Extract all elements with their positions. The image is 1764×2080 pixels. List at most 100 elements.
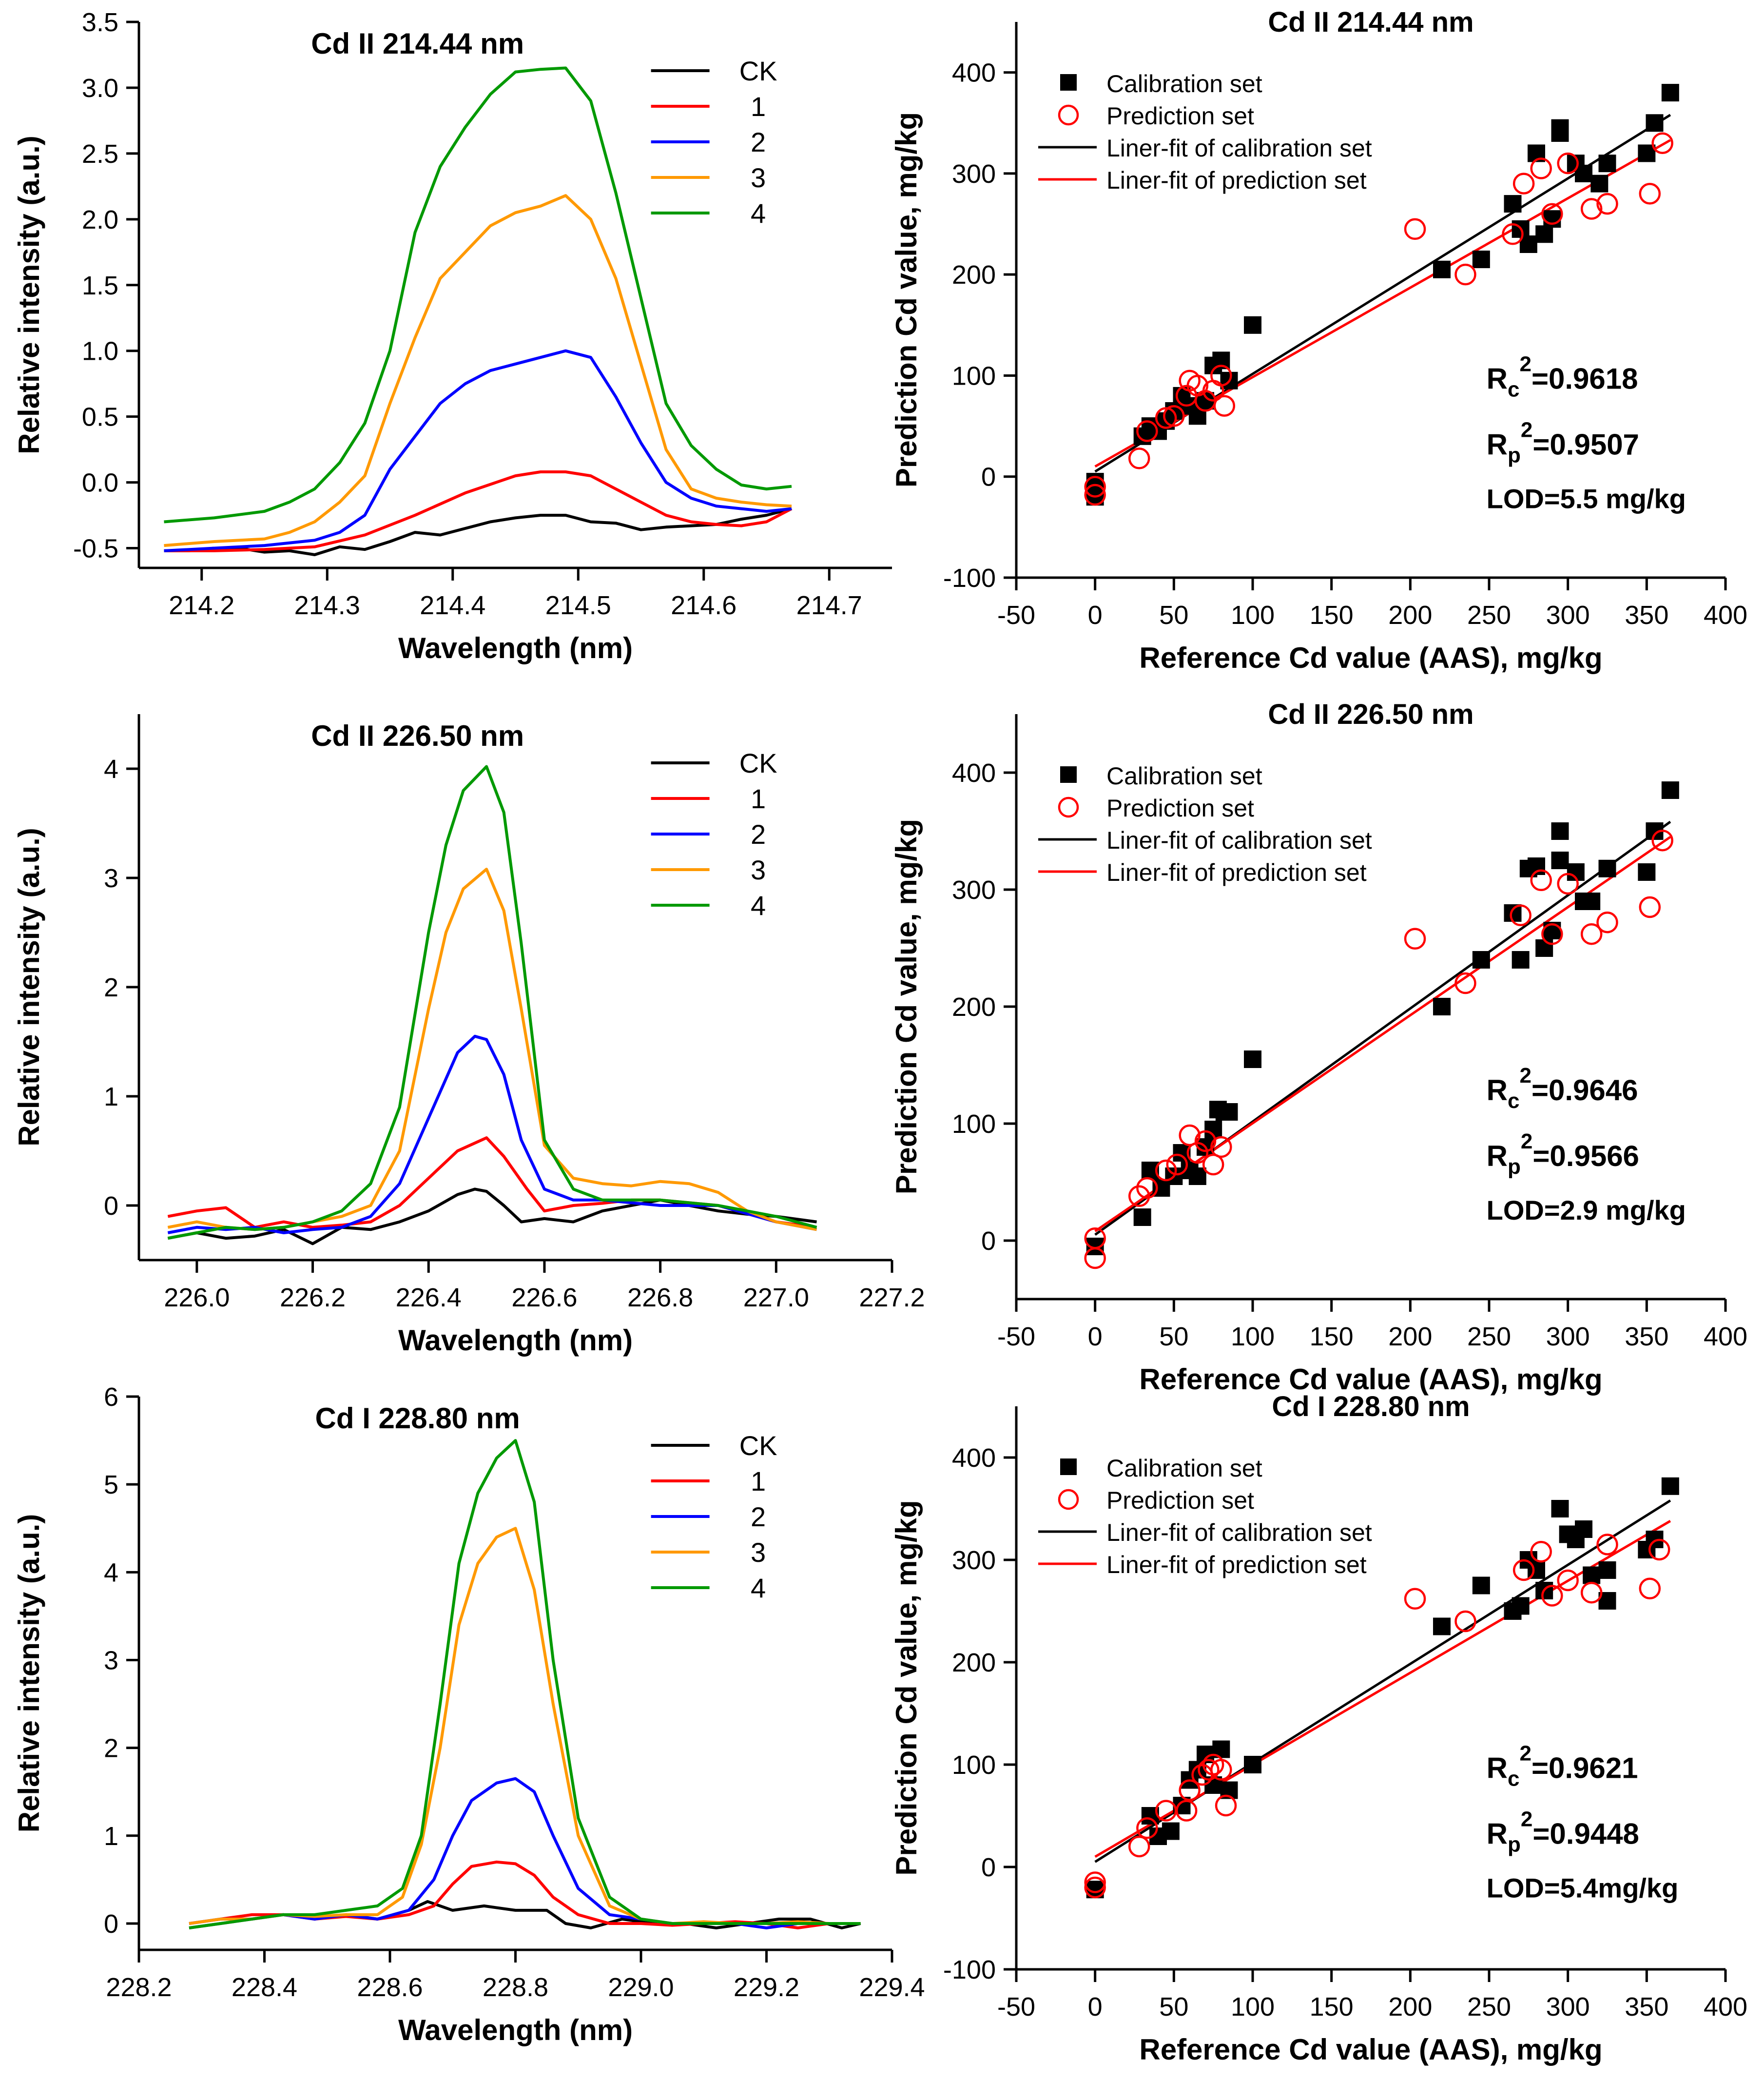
prediction-point <box>1198 1759 1220 1781</box>
legend-label: 1 <box>751 1466 766 1497</box>
x-tick-label: 228.6 <box>357 1973 423 2002</box>
y-tick-label: 2.0 <box>82 205 118 234</box>
y-tick-label: 5 <box>104 1470 118 1499</box>
y-tick-label: 1.5 <box>82 271 118 300</box>
x-tick-label: 50 <box>1159 601 1188 630</box>
calibration-point <box>1244 316 1261 334</box>
legend-label: Calibration set <box>1106 1455 1262 1482</box>
y-tick-label: 100 <box>952 1750 996 1780</box>
x-tick-label: -50 <box>997 1322 1035 1351</box>
prediction-point <box>1213 395 1236 417</box>
prediction-point <box>1557 873 1579 895</box>
x-tick-label: 350 <box>1625 1992 1668 2022</box>
series-line-3 <box>164 194 792 547</box>
x-tick-label: 229.2 <box>734 1973 799 2002</box>
x-axis-label: Reference Cd value (AAS), mg/kg <box>1139 641 1602 674</box>
prediction-point <box>1155 1159 1177 1182</box>
legend-label: 4 <box>751 198 766 229</box>
legend-label: Liner-fit of prediction set <box>1106 167 1367 194</box>
lod-label: LOD=5.5 mg/kg <box>1487 483 1686 514</box>
x-tick-label: 50 <box>1159 1992 1188 2022</box>
prediction-point <box>1084 1227 1106 1249</box>
x-tick-label: 214.2 <box>169 591 234 620</box>
stat-subscript: c <box>1508 1089 1519 1113</box>
stat-value: =0.9618 <box>1531 362 1638 395</box>
prediction-point <box>1502 223 1524 245</box>
y-tick-label: 3 <box>104 1646 118 1675</box>
y-tick-label: 100 <box>952 1109 996 1139</box>
rp-squared-label: Rp2=0.9566 <box>1487 1129 1639 1179</box>
chart-panel-3: -50 0 50 100 150 200 250 300 350 400 0 100 200 300 400… <box>890 699 1747 1396</box>
x-tick-label: 400 <box>1704 601 1747 630</box>
prediction-point <box>1651 132 1673 154</box>
series-line-1 <box>189 1860 861 1929</box>
chart-title: Cd II 214.44 nm <box>311 27 524 60</box>
stat-value: =0.9566 <box>1532 1140 1639 1172</box>
prediction-point <box>1580 198 1603 220</box>
x-tick-label: 226.8 <box>627 1283 693 1312</box>
x-tick-label: 100 <box>1231 1322 1275 1351</box>
x-tick-label: 226.4 <box>396 1283 462 1312</box>
legend-swatch-prediction <box>1058 104 1079 126</box>
y-tick-label: 0 <box>104 1909 118 1939</box>
calibration-point <box>1598 155 1616 173</box>
x-tick-label: 0 <box>1088 601 1103 630</box>
prediction-point <box>1210 1136 1232 1158</box>
calibration-point <box>1512 951 1530 969</box>
legend-label: 4 <box>751 1573 766 1603</box>
y-tick-label: 0 <box>981 1226 996 1256</box>
prediction-point <box>1541 203 1563 225</box>
x-tick-label: 214.7 <box>796 591 862 620</box>
x-tick-label: 100 <box>1231 1992 1275 2022</box>
legend-label: 2 <box>751 819 766 850</box>
y-tick-label: 0.5 <box>82 403 118 432</box>
calibration-point <box>1188 1167 1206 1185</box>
prediction-point <box>1651 829 1673 852</box>
y-tick-label: 3.0 <box>82 74 118 103</box>
legend-swatch-prediction <box>1058 1489 1079 1510</box>
chart-panel-1: -50 0 50 100 150 200 250 300 350 400 -100 0 100 200 30… <box>890 6 1747 674</box>
prediction-point <box>1596 1534 1618 1555</box>
y-tick-label: 0 <box>981 1853 996 1882</box>
chart-title: Cd I 228.80 nm <box>315 1402 520 1435</box>
y-tick-label: 400 <box>952 58 996 88</box>
x-tick-label: 0 <box>1088 1322 1103 1351</box>
stat-superscript: 2 <box>1519 1741 1531 1765</box>
calibration-point <box>1638 863 1656 881</box>
stat-superscript: 2 <box>1519 1064 1531 1088</box>
series-line-CK <box>167 1187 817 1245</box>
prediction-point <box>1639 183 1661 205</box>
x-tick-label: 400 <box>1704 1322 1747 1351</box>
prediction-point <box>1596 193 1618 215</box>
calibration-point <box>1590 175 1609 193</box>
prediction-point <box>1166 1153 1188 1176</box>
legend-label: 1 <box>751 783 766 814</box>
stat-superscript: 2 <box>1521 1807 1532 1831</box>
x-tick-label: 226.0 <box>164 1283 230 1312</box>
y-tick-label: 300 <box>952 1546 996 1575</box>
y-axis-label: Prediction Cd value, mg/kg <box>890 819 923 1194</box>
legend-label: 2 <box>751 1501 766 1532</box>
prediction-point <box>1194 1130 1217 1152</box>
legend-label: 3 <box>751 162 766 193</box>
chart-title: Cd II 226.50 nm <box>311 719 524 752</box>
chart-panel-0: 214.2 214.3 214.4 214.5 214.6 214.7 -0.5 0.0 0.5… <box>13 8 892 664</box>
legend-label: CK <box>739 1430 777 1461</box>
calibration-point <box>1598 1561 1616 1579</box>
y-tick-label: 0 <box>981 463 996 492</box>
x-tick-label: 150 <box>1310 1992 1354 2022</box>
legend-label: Liner-fit of calibration set <box>1106 1519 1372 1546</box>
legend-swatch-calibration <box>1060 1458 1077 1475</box>
prediction-point <box>1136 420 1158 442</box>
x-tick-label: 228.4 <box>232 1973 297 2002</box>
prediction-point <box>1163 405 1185 427</box>
prediction-point <box>1639 896 1661 918</box>
calibration-point <box>1551 852 1569 869</box>
prediction-point <box>1639 1577 1661 1600</box>
x-tick-label: 200 <box>1388 1992 1432 2022</box>
calibration-point <box>1512 1597 1530 1615</box>
y-tick-label: 3.5 <box>82 8 118 37</box>
stat-letter: R <box>1487 1751 1508 1784</box>
calibration-point <box>1472 1576 1490 1594</box>
